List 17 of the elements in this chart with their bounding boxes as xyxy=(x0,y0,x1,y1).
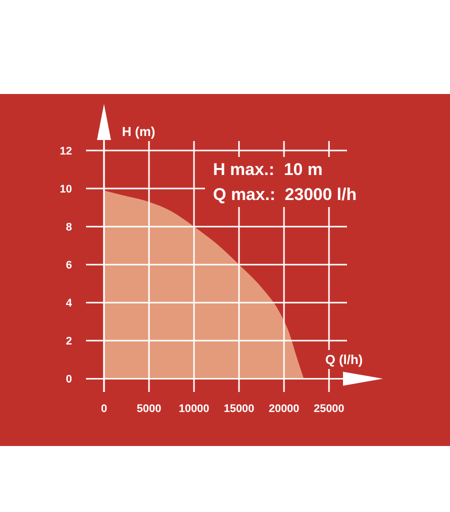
x-tick-label: 5000 xyxy=(136,403,162,415)
y-tick-label: 4 xyxy=(66,298,73,310)
y-tick-label: 8 xyxy=(66,222,72,234)
x-tick-label: 10000 xyxy=(178,403,210,415)
y-axis-title: H (m) xyxy=(122,124,156,139)
annotation: Q max.: 23000 l/h xyxy=(213,185,357,204)
x-tick-label: 0 xyxy=(100,403,108,415)
x-tick-label: 20000 xyxy=(268,403,300,415)
y-tick-label: 2 xyxy=(66,336,72,348)
x-axis-title: Q (l/h) xyxy=(325,352,363,367)
y-tick-label: 12 xyxy=(60,146,72,158)
x-tick-label: 15000 xyxy=(224,403,254,415)
y-tick-label: 10 xyxy=(60,184,72,196)
y-tick-label: 6 xyxy=(66,260,72,272)
y-tick-label: 0 xyxy=(66,374,72,386)
x-tick-label: 25000 xyxy=(314,403,344,415)
annotation: H max.: 10 m xyxy=(213,160,323,179)
